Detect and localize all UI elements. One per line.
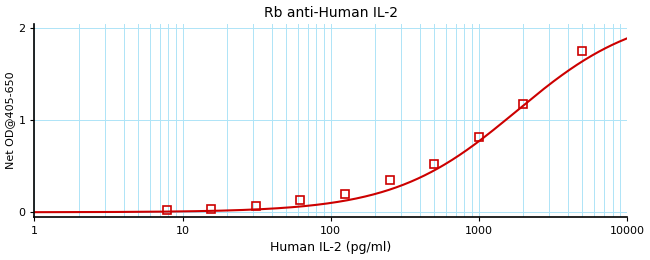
Y-axis label: Net OD@405-650: Net OD@405-650	[6, 71, 16, 169]
X-axis label: Human IL-2 (pg/ml): Human IL-2 (pg/ml)	[270, 242, 391, 255]
Title: Rb anti-Human IL-2: Rb anti-Human IL-2	[264, 5, 398, 19]
